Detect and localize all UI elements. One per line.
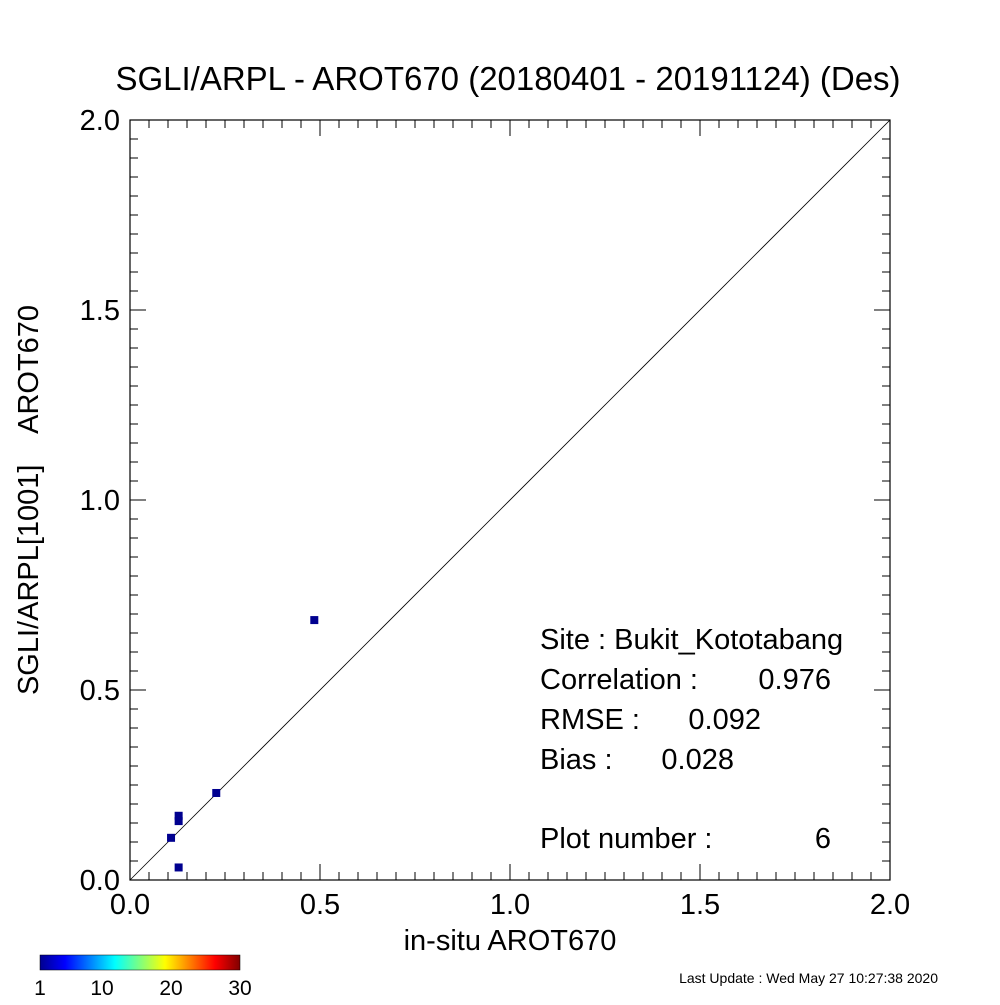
correlation-value: 0.976 <box>758 664 831 696</box>
rmse-value: 0.092 <box>688 704 761 736</box>
major-ticks <box>130 120 890 880</box>
data-point <box>212 788 221 797</box>
y-tick-label: 1.5 <box>80 295 120 327</box>
colorbar-labels: 1 10 20 30 <box>34 977 252 1000</box>
chart-title: SGLI/ARPL - AROT670 (20180401 - 20191124… <box>115 60 900 97</box>
x-tick-label: 0.0 <box>110 889 150 921</box>
y-tick-label: 2.0 <box>80 105 120 137</box>
y-axis-label: SGLI/ARPL[1001] AROT670 <box>13 305 45 695</box>
x-tick-labels: 0.0 0.5 1.0 1.5 2.0 <box>110 889 910 921</box>
y-tick-label: 0.0 <box>80 865 120 897</box>
data-point <box>310 616 319 625</box>
y-tick-label: 0.5 <box>80 675 120 707</box>
y-tick-label: 1.0 <box>80 485 120 517</box>
plot-frame <box>129 119 891 881</box>
colorbar-tick-label: 10 <box>90 977 113 1000</box>
x-tick-label: 1.5 <box>680 889 720 921</box>
data-point <box>167 833 176 842</box>
data-point <box>174 863 183 872</box>
bias-label: Bias : <box>540 744 613 776</box>
colorbar-tick-label: 20 <box>159 977 182 1000</box>
site-label: Site : Bukit_Kototabang <box>540 624 843 656</box>
correlation-label: Correlation : <box>540 664 698 696</box>
colorbar-tick-label: 30 <box>228 977 251 1000</box>
minor-ticks <box>130 120 890 880</box>
colorbar <box>39 954 241 971</box>
plot-number-value: 6 <box>815 823 831 855</box>
x-tick-label: 0.5 <box>300 889 340 921</box>
x-axis-label: in-situ AROT670 <box>404 925 617 957</box>
colorbar-tick-label: 1 <box>34 977 46 1000</box>
y-tick-labels: 0.0 0.5 1.0 1.5 2.0 <box>80 105 120 897</box>
x-tick-label: 2.0 <box>870 889 910 921</box>
plot-number-label: Plot number : <box>540 823 712 855</box>
stats-panel: Site : Bukit_Kototabang Correlation : 0.… <box>540 624 843 855</box>
bias-value: 0.028 <box>661 744 734 776</box>
one-to-one-line <box>129 119 891 881</box>
rmse-label: RMSE : <box>540 704 640 736</box>
data-points <box>167 616 319 872</box>
data-point <box>174 811 183 820</box>
data-point <box>174 817 183 826</box>
last-update-text: Last Update : Wed May 27 10:27:38 2020 <box>679 970 938 986</box>
x-tick-label: 1.0 <box>490 889 530 921</box>
